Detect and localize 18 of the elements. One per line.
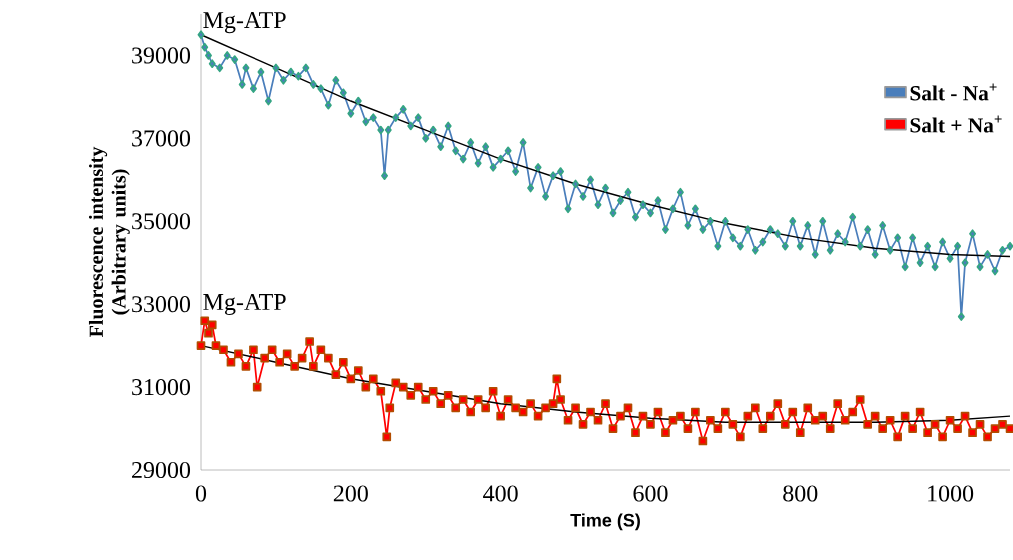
x-tick-label: 400 (483, 485, 518, 502)
x-tick-label: 800 (783, 485, 818, 502)
legend-label: Salt + Na$^{+}$ (910, 115, 1002, 133)
y-tick-label: 31000 (132, 379, 191, 396)
y-axis-title: Fluorescence intensity (Arbitrary units) (88, 146, 130, 338)
x-tick-label: 1000 (928, 485, 974, 502)
y-tick-label: 39000 (132, 47, 191, 64)
x-tick-label: 0 (195, 485, 207, 502)
x-tick-label: 600 (633, 485, 668, 502)
y-tick-label: 33000 (132, 296, 191, 313)
y-tick-label: 37000 (132, 130, 191, 147)
legend-label: Salt - Na$^{+}$ (910, 83, 997, 101)
x-axis-title: Time (S) (570, 513, 640, 531)
x-tick-label: 200 (333, 485, 368, 502)
y-tick-label: 29000 (132, 461, 191, 479)
annotation: Mg-ATP (203, 12, 286, 34)
y-tick-label: 35000 (132, 213, 191, 230)
annotation: Mg-ATP (203, 293, 286, 316)
